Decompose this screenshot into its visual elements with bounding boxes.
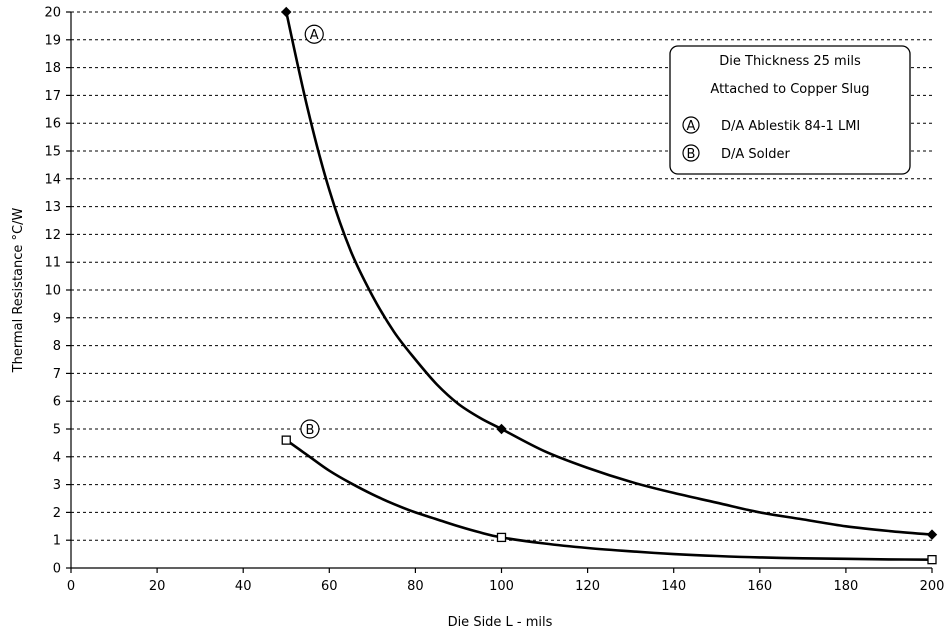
legend-header-line2: Attached to Copper Slug (710, 82, 869, 97)
ytick-label-16: 16 (44, 117, 61, 132)
ytick-label-14: 14 (44, 172, 61, 187)
ytick-label-11: 11 (44, 256, 61, 271)
legend-box: Die Thickness 25 mils Attached to Copper… (669, 45, 911, 175)
series-markers (281, 6, 938, 565)
ytick-label-3: 3 (53, 478, 61, 493)
ytick-label-0: 0 (53, 562, 61, 577)
ytick-label-15: 15 (44, 145, 61, 160)
xtick-label-60: 60 (321, 579, 338, 594)
ytick-label-8: 8 (53, 339, 61, 354)
legend-header-line1: Die Thickness 25 mils (719, 54, 861, 69)
annotation-b-label: B (305, 423, 314, 438)
xtick-label-80: 80 (407, 579, 424, 594)
ytick-label-17: 17 (44, 89, 61, 104)
xtick-label-140: 140 (661, 579, 686, 594)
series-a-line (285, 11, 933, 536)
xtick-label-120: 120 (575, 579, 600, 594)
series-a-point-2 (926, 529, 938, 540)
annotation-a-label: A (310, 28, 319, 43)
annotation-b-circle (300, 419, 320, 439)
series-b-point-1 (496, 532, 507, 543)
xtick-label-100: 100 (489, 579, 514, 594)
annotation-a-circle (304, 24, 324, 44)
legend-label-a: D/A Ablestik 84-1 LMI (721, 119, 860, 134)
ytick-label-7: 7 (53, 367, 61, 382)
legend-marker-b: B (687, 147, 696, 162)
ytick-label-10: 10 (44, 284, 61, 299)
curve-annotations: AB (300, 24, 324, 439)
ytick-label-5: 5 (53, 423, 61, 438)
xtick-label-40: 40 (235, 579, 252, 594)
ytick-label-20: 20 (44, 6, 61, 21)
series-a-point-1 (496, 423, 507, 435)
ytick-label-18: 18 (44, 61, 61, 76)
legend-label-b: D/A Solder (721, 147, 790, 162)
ytick-label-13: 13 (44, 200, 61, 215)
xtick-label-20: 20 (149, 579, 166, 594)
ytick-label-4: 4 (53, 450, 61, 465)
x-tick-labels: 0 20 40 60 80 100 120 140 160 180 200 (67, 579, 945, 594)
legend-frame (669, 45, 911, 175)
series-b-point-0 (281, 435, 291, 445)
ytick-label-19: 19 (44, 33, 61, 48)
legend-marker-b-circle (682, 144, 700, 162)
ytick-label-1: 1 (53, 534, 61, 549)
legend-marker-a-circle (682, 116, 700, 134)
xtick-label-180: 180 (833, 579, 858, 594)
xtick-label-160: 160 (747, 579, 772, 594)
xtick-label-200: 200 (920, 579, 945, 594)
x-axis-title: Die Side L - mils (448, 615, 553, 630)
ytick-label-9: 9 (53, 311, 61, 326)
ytick-label-6: 6 (53, 395, 61, 410)
ytick-label-12: 12 (44, 228, 61, 243)
y-axis-title: Thermal Resistance °C/W (11, 208, 26, 374)
axes (66, 11, 933, 573)
ytick-label-2: 2 (53, 506, 61, 521)
series-b-line (285, 439, 933, 561)
series-b-point-2 (927, 555, 937, 565)
xtick-label-0: 0 (67, 579, 75, 594)
series-a-point-0 (281, 6, 292, 18)
legend-marker-a: A (687, 119, 696, 134)
